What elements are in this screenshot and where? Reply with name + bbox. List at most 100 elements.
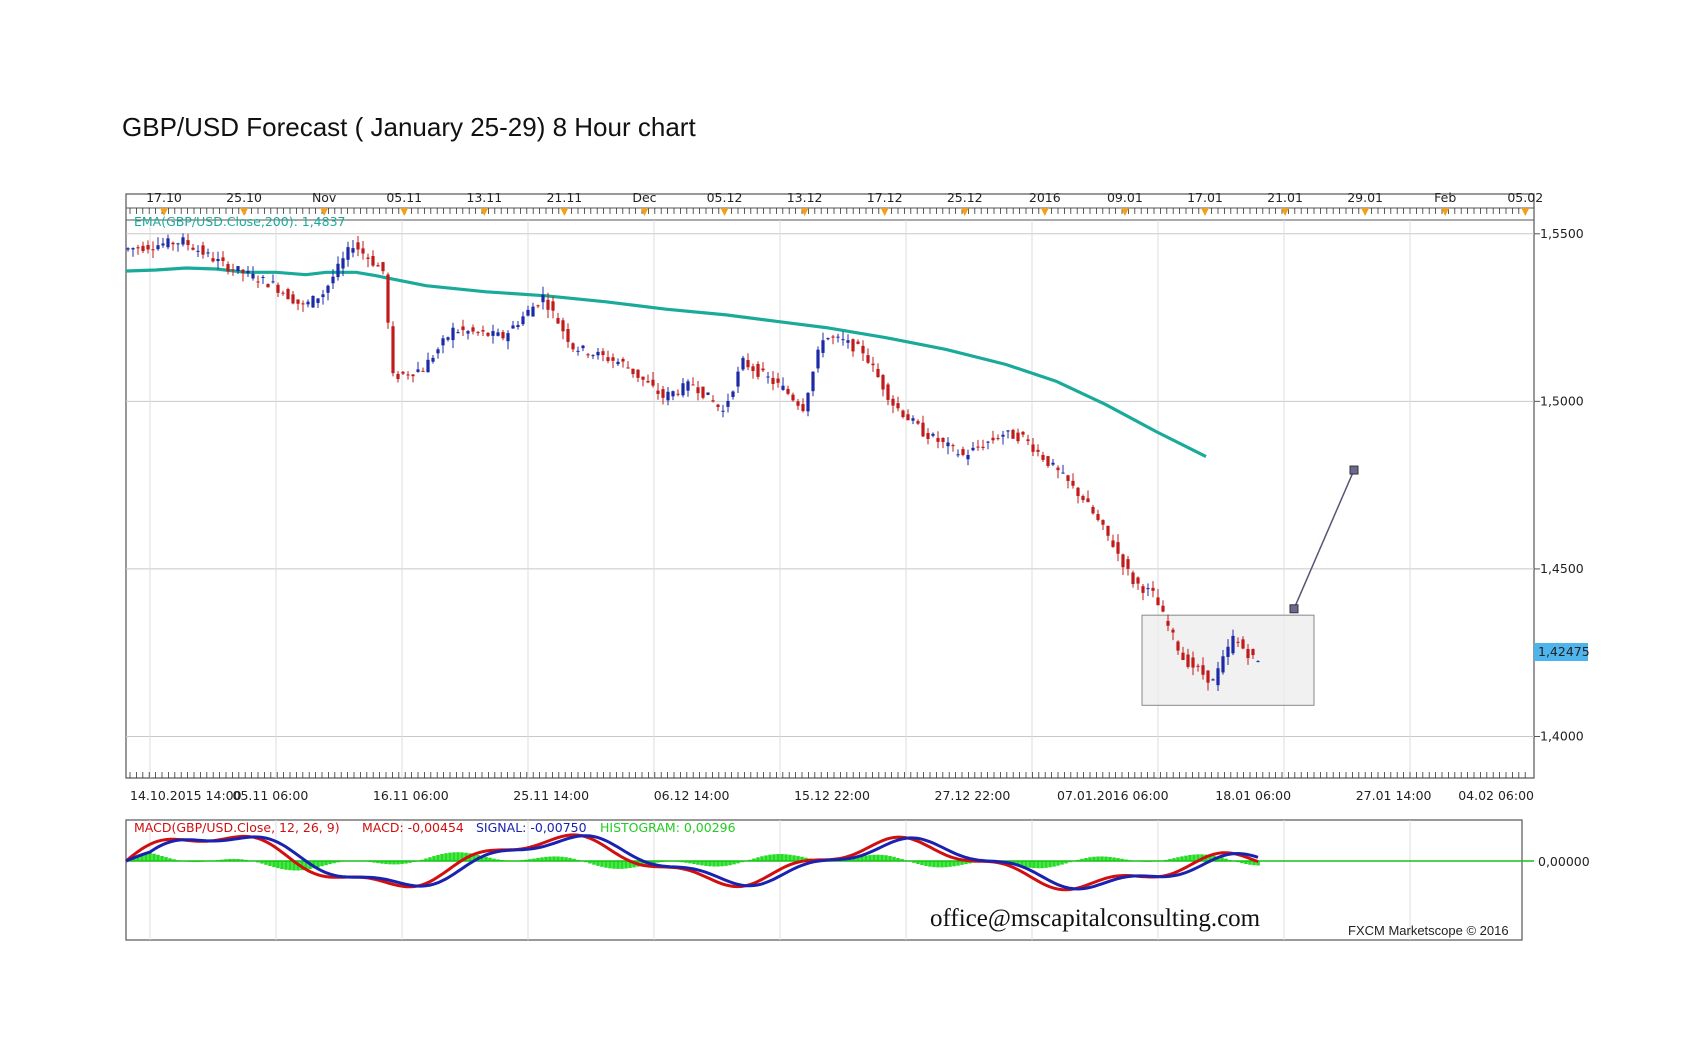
histogram-bar xyxy=(1092,856,1096,861)
histogram-bar xyxy=(372,861,376,863)
histogram-bar xyxy=(1100,856,1104,861)
candle-body xyxy=(471,327,475,332)
candle-body xyxy=(396,373,400,380)
candle-body xyxy=(651,379,655,386)
candle-body xyxy=(136,247,140,249)
histogram-bar xyxy=(700,861,704,866)
candle-body xyxy=(441,338,445,346)
histogram-bar xyxy=(428,857,432,861)
histogram-bar xyxy=(436,854,440,861)
histogram-bar xyxy=(860,856,864,861)
histogram-bar xyxy=(168,858,172,861)
histogram-bar xyxy=(1240,861,1244,864)
candle-body xyxy=(1256,661,1260,663)
candle-body xyxy=(766,376,770,378)
candle-body xyxy=(266,284,270,288)
candle-body xyxy=(786,388,790,394)
top-axis-marker xyxy=(720,208,729,216)
histogram-bar xyxy=(488,857,492,861)
candle-body xyxy=(691,384,695,386)
histogram-bar xyxy=(940,861,944,868)
candle-body xyxy=(291,294,295,304)
candle-body xyxy=(996,438,1000,440)
histogram-bar xyxy=(544,856,548,861)
histogram-bar xyxy=(240,859,244,861)
candle-body xyxy=(1001,434,1005,437)
candle-body xyxy=(856,341,860,344)
candle-body xyxy=(696,387,700,394)
histogram-bar xyxy=(956,861,960,866)
bottom-axis-label: 05.11 06:00 xyxy=(233,788,309,803)
candle-body xyxy=(566,329,570,342)
candle-body xyxy=(146,245,150,250)
current-price-box xyxy=(1534,643,1588,661)
candle-body xyxy=(161,243,165,246)
histogram-bar xyxy=(696,861,700,865)
candle-body xyxy=(831,336,835,338)
top-axis-marker xyxy=(1200,208,1209,216)
candle-body xyxy=(1211,679,1215,681)
histogram-bar xyxy=(588,861,592,864)
candle-body xyxy=(1096,514,1100,520)
bottom-axis-label: 14.10.2015 14:00 xyxy=(130,788,242,803)
candle-body xyxy=(571,343,575,350)
histogram-bar xyxy=(1176,857,1180,861)
histogram-bar xyxy=(152,853,156,861)
candle-body xyxy=(1116,542,1120,554)
price-tick-label: 1,5500 xyxy=(1540,226,1584,241)
candle-body xyxy=(256,281,260,283)
candle-body xyxy=(481,330,485,332)
histogram-bar xyxy=(232,858,236,861)
histogram-bar xyxy=(164,857,168,861)
candle-body xyxy=(606,357,610,361)
candle-body xyxy=(1131,572,1135,585)
top-axis-label: 25.10 xyxy=(226,190,262,205)
histogram-bar xyxy=(900,859,904,861)
top-axis-marker xyxy=(1361,208,1370,216)
candle-body xyxy=(351,248,355,253)
histogram-bar xyxy=(1064,861,1068,864)
histogram-bar xyxy=(704,861,708,866)
forecast-marker xyxy=(1349,465,1359,475)
macd-legend: MACD(GBP/USD.Close, 12, 26, 9) MACD: -0,… xyxy=(134,820,736,835)
histogram-bar xyxy=(684,861,688,863)
candle-body xyxy=(1201,665,1205,675)
candle-body xyxy=(156,245,160,250)
candle-body xyxy=(416,369,420,372)
candle-body xyxy=(1056,467,1060,471)
top-time-axis: 17.10 25.10 Nov 05.11 13.11 21.11 Dec 05.12 13.1… xyxy=(129,190,1543,216)
histogram-bar xyxy=(1252,861,1256,866)
candle-body xyxy=(811,371,815,392)
candle-body xyxy=(1091,507,1095,514)
candle-body xyxy=(716,404,720,408)
histogram-bar xyxy=(1208,855,1212,861)
candle-body xyxy=(186,240,190,246)
bottom-axis-label: 18.01 06:00 xyxy=(1215,788,1291,803)
candle-body xyxy=(681,383,685,396)
candle-body xyxy=(706,392,710,395)
histogram-bar xyxy=(324,861,328,866)
histogram-bar xyxy=(600,861,604,867)
candle-body xyxy=(176,243,180,245)
candle-body xyxy=(216,259,220,262)
candle-body xyxy=(966,454,970,460)
candle-body xyxy=(431,357,435,362)
watermark-email: office@mscapitalconsulting.com xyxy=(930,905,1261,932)
candle-body xyxy=(1071,480,1075,486)
candle-body xyxy=(531,306,535,317)
histogram-bar xyxy=(1096,856,1100,861)
candle-body xyxy=(726,400,730,407)
histogram-bar xyxy=(688,861,692,864)
histogram-bar xyxy=(424,858,428,861)
histogram-bar xyxy=(408,861,412,863)
top-axis-marker xyxy=(640,208,649,216)
candle-body xyxy=(321,294,325,298)
candle-body xyxy=(741,357,745,370)
top-axis-marker xyxy=(480,208,489,216)
signal-line xyxy=(125,834,1259,891)
candle-body xyxy=(421,370,425,372)
signal-value-label: SIGNAL: -0,00750 xyxy=(476,820,587,835)
candle-body xyxy=(616,361,620,365)
candle-body xyxy=(936,437,940,442)
